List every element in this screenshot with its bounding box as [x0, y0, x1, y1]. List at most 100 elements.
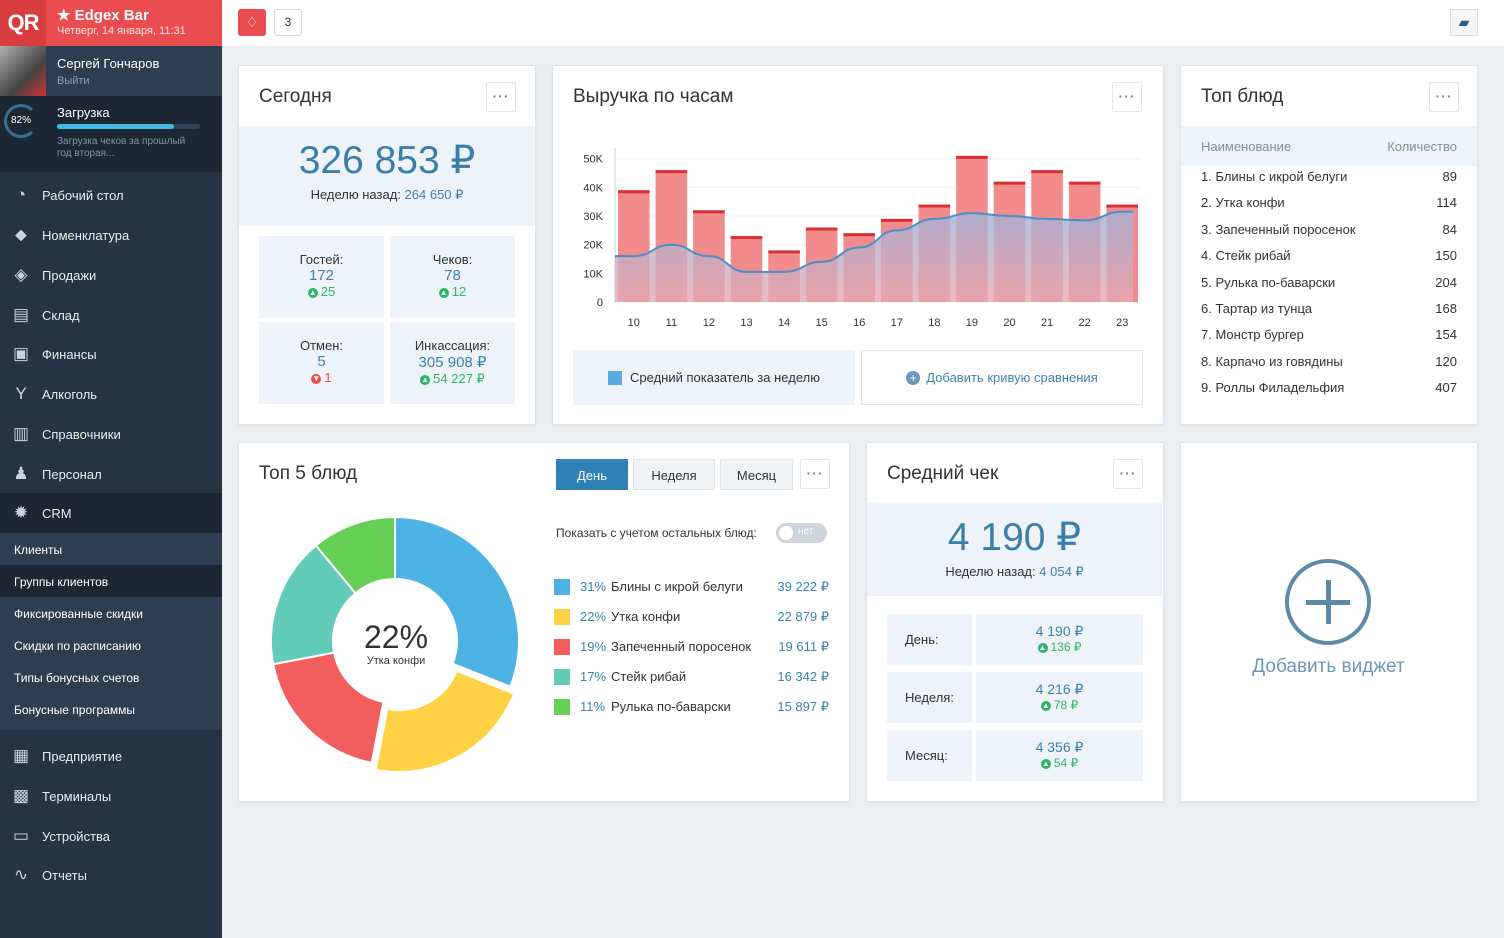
legend-swatch [554, 639, 570, 655]
nav-item-0[interactable]: ◔ Рабочий стол [0, 175, 222, 215]
top-dish-row[interactable]: 1. Блины с икрой белуги 89 [1201, 169, 1457, 184]
legend-name: Рулька по-баварски [611, 699, 731, 714]
avg-row-label: Месяц: [887, 730, 972, 781]
nav-item-4[interactable]: ▣ Финансы [0, 334, 222, 374]
crm-sub-item-5[interactable]: Бонусные программы [14, 703, 135, 717]
revenue-menu-button[interactable]: ··· [1112, 82, 1142, 112]
top5-menu-button[interactable]: ··· [800, 459, 830, 489]
printer-icon: ▭ [12, 826, 30, 845]
top5-card: Топ 5 блюд День Неделя Месяц ··· Показат… [238, 442, 850, 802]
top-dish-row[interactable]: 3. Запеченный поросенок 84 [1201, 222, 1457, 237]
top-dish-row[interactable]: 7. Монстр бургер 154 [1201, 327, 1457, 342]
ticket-icon: ◈ [14, 265, 28, 284]
donut-slice[interactable] [272, 651, 385, 764]
top-dish-row[interactable]: 5. Рулька по-баварски 204 [1201, 275, 1457, 290]
top-dish-row[interactable]: 8. Карпачо из говядины 120 [1201, 354, 1457, 369]
tab-week[interactable]: Неделя [633, 459, 715, 490]
top-dish-row[interactable]: 6. Тартар из тунца 168 [1201, 301, 1457, 316]
avg-check-menu-button[interactable]: ··· [1113, 459, 1143, 489]
top-dish-row[interactable]: 9. Роллы Филадельфия 407 [1201, 380, 1457, 395]
add-widget-card[interactable]: Добавить виджет [1180, 442, 1478, 802]
revenue-bar-cap [1031, 170, 1063, 174]
x-tick-label: 21 [1041, 317, 1053, 329]
top-dish-row[interactable]: 2. Утка конфи 114 [1201, 195, 1457, 210]
dish-name: 6. Тартар из тунца [1201, 301, 1313, 316]
user-name[interactable]: Сергей Гончаров [57, 56, 160, 71]
others-toggle[interactable]: нет [776, 523, 827, 543]
nav-item-5[interactable]: Y Алкоголь [0, 374, 222, 414]
legend-name: Утка конфи [611, 609, 681, 624]
stat-box-3: Инкассация: 305 908 ₽ ▲ 54 227 ₽ [390, 322, 515, 404]
top5-legend-item[interactable]: 19% Запеченный поросенок 19 611 ₽ [554, 638, 829, 658]
brand-header[interactable]: QR ★ Edgex Bar Четверг, 14 января, 11:31 [0, 0, 222, 46]
nav-item-8[interactable]: ✹ CRM [0, 493, 222, 533]
legend-value: 39 222 ₽ [777, 579, 829, 594]
top5-legend-item[interactable]: 11% Рулька по-баварски 15 897 ₽ [554, 698, 829, 718]
avg-check-title: Средний чек [887, 463, 999, 484]
nav-label: Персонал [42, 466, 102, 482]
donut-slice[interactable] [394, 515, 520, 688]
nav2-item-1[interactable]: ▩ Терминалы [0, 776, 222, 816]
nav-item-6[interactable]: ▥ Справочники [0, 414, 222, 454]
revenue-bar-cap [805, 227, 838, 231]
plus-circle-icon[interactable] [1285, 559, 1371, 645]
nav2-item-2[interactable]: ▭ Устройства [0, 816, 222, 856]
tab-day[interactable]: День [556, 459, 628, 490]
top5-legend-item[interactable]: 17% Стейк рибай 16 342 ₽ [554, 668, 829, 688]
crm-sub-item-3[interactable]: Скидки по расписанию [14, 639, 141, 653]
top5-legend-item[interactable]: 31% Блины с икрой белуги 39 222 ₽ [554, 578, 829, 598]
wallet-icon: ▣ [12, 344, 30, 363]
donut-slice[interactable] [374, 669, 516, 773]
add-curve-label: Добавить кривую сравнения [926, 370, 1098, 385]
col-qty-header: Количество [1387, 139, 1457, 154]
nav2-item-0[interactable]: ▦ Предприятие [0, 736, 222, 776]
sidebar: QR ★ Edgex Bar Четверг, 14 января, 11:31… [0, 0, 222, 938]
loading-panel: 82% Загрузка Загрузка чеков за прошлый г… [0, 96, 222, 172]
today-menu-button[interactable]: ··· [486, 82, 516, 112]
today-prev-label: Неделю назад: [310, 187, 401, 202]
avg-row: День: 4 190 ₽ ▲ 136 ₽ [887, 614, 1143, 665]
chat-icon: ▰ [1458, 14, 1470, 30]
toggle-knob [779, 526, 793, 540]
arrow-up-icon: ▲ [1040, 759, 1051, 769]
legend-swatch [554, 699, 570, 715]
avatar[interactable] [0, 46, 46, 96]
top-dishes-menu-button[interactable]: ··· [1429, 82, 1459, 112]
notification-count[interactable]: 3 [274, 9, 302, 36]
notification-button[interactable]: ♢ [238, 9, 266, 36]
nav-label: Склад [42, 307, 80, 323]
venue-name[interactable]: ★ Edgex Bar [57, 7, 149, 24]
stat-delta-value: 1 [324, 370, 332, 385]
nav2-item-3[interactable]: ∿ Отчеты [0, 855, 222, 895]
crm-sub-item-4[interactable]: Типы бонусных счетов [14, 671, 140, 685]
dashboard-icon: ◔ [15, 185, 27, 204]
avg-row: Неделя: 4 216 ₽ ▲ 78 ₽ [887, 672, 1143, 723]
nav-item-1[interactable]: ⬥ Номенклатура [0, 215, 222, 255]
add-curve-button[interactable]: + Добавить кривую сравнения [861, 350, 1143, 405]
add-widget-label[interactable]: Добавить виджет [1252, 656, 1405, 677]
nav-item-2[interactable]: ◈ Продажи [0, 255, 222, 295]
x-tick-label: 13 [740, 317, 752, 329]
avg-row-delta: ▲ 78 ₽ [976, 698, 1143, 712]
avg-row: Месяц: 4 356 ₽ ▲ 54 ₽ [887, 730, 1143, 781]
dish-qty: 407 [1435, 380, 1457, 396]
top5-legend-item[interactable]: 22% Утка конфи 22 879 ₽ [554, 608, 829, 628]
nav-item-3[interactable]: ▤ Склад [0, 295, 222, 335]
legend-value: 19 611 ₽ [778, 639, 829, 654]
nav-item-7[interactable]: ♟ Персонал [0, 454, 222, 494]
logout-link[interactable]: Выйти [57, 75, 90, 87]
stat-value: 78 [444, 267, 461, 284]
legend-value: 22 879 ₽ [777, 609, 829, 624]
chat-button[interactable]: ▰ [1450, 9, 1478, 36]
crm-sub-item-1[interactable]: Группы клиентов [0, 565, 222, 597]
stat-label: Гостей: [299, 252, 344, 267]
donut-slice[interactable] [314, 515, 396, 595]
y-tick-label: 50K [583, 154, 603, 166]
crm-sub-item-0[interactable]: Клиенты [14, 543, 63, 557]
top-dish-row[interactable]: 4. Стейк рибай 150 [1201, 248, 1457, 263]
legend-value: 16 342 ₽ [777, 669, 829, 684]
crm-sub-item-2[interactable]: Фиксированные скидки [14, 607, 143, 621]
stat-box-0: Гостей: 172 ▲ 25 [259, 236, 384, 318]
tab-month[interactable]: Месяц [720, 459, 793, 490]
weekly-average-legend[interactable]: Средний показатель за неделю [573, 350, 855, 405]
